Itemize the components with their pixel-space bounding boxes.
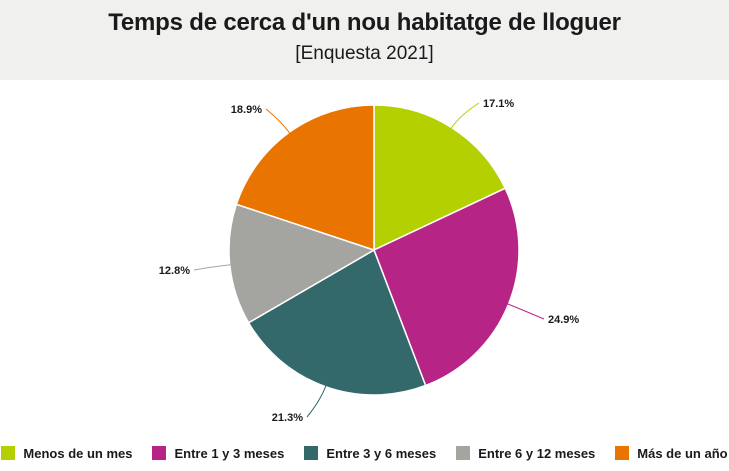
legend-item-3: Entre 6 y 12 meses	[456, 442, 595, 464]
slice-label: 12.8%	[159, 265, 190, 277]
legend-swatch	[456, 446, 471, 460]
chart-header: Temps de cerca d'un nou habitatge de llo…	[0, 0, 729, 80]
chart-subtitle: [Enquesta 2021]	[295, 43, 434, 64]
chart-title: Temps de cerca d'un nou habitatge de llo…	[108, 9, 621, 36]
legend-label: Entre 1 y 3 meses	[174, 445, 285, 461]
legend-swatch	[304, 446, 319, 460]
slice-label: 21.3%	[272, 412, 303, 424]
leader-line	[450, 102, 480, 130]
legend-label: Entre 6 y 12 meses	[478, 445, 596, 461]
legend-item-1: Entre 1 y 3 meses	[152, 442, 284, 464]
legend-swatch	[152, 446, 167, 460]
legend-swatch	[1, 446, 16, 460]
legend-swatch	[615, 446, 630, 460]
legend-label: Menos de un mes	[23, 445, 133, 461]
leader-line	[193, 264, 232, 271]
legend-label: Entre 3 y 6 meses	[326, 445, 437, 461]
legend-label: Más de un año	[637, 445, 728, 461]
legend-item-0: Menos de un mes	[1, 442, 132, 464]
slice-label: 18.9%	[231, 104, 262, 116]
pie-chart: 17.1% 24.9% 21.3% 12.8% 18.9%	[159, 98, 580, 424]
leader-line	[506, 303, 545, 320]
leader-line	[306, 384, 327, 418]
slice-label: 24.9%	[548, 314, 579, 326]
legend-item-4: Más de un año	[615, 442, 728, 464]
legend-item-2: Entre 3 y 6 meses	[304, 442, 436, 464]
slice-label: 17.1%	[483, 98, 514, 110]
chart-legend: Menos de un mes Entre 1 y 3 meses Entre …	[0, 442, 729, 464]
leader-line	[265, 108, 291, 135]
